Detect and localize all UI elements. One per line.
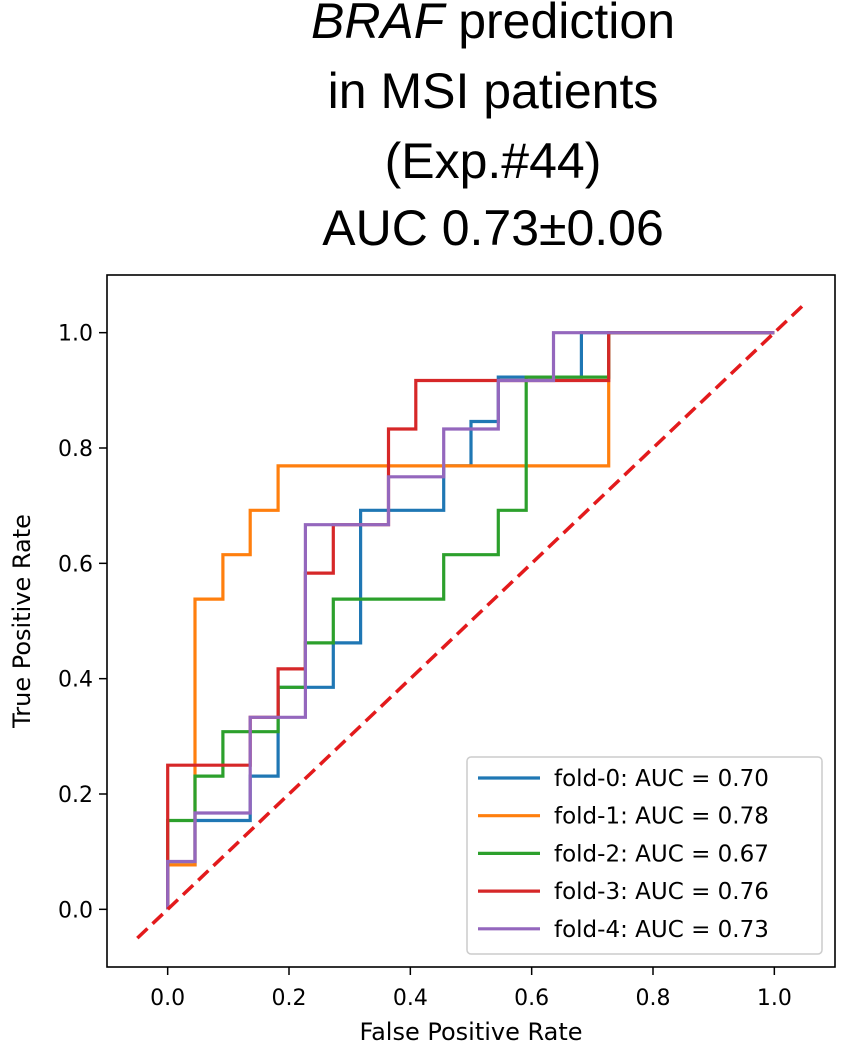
x-tick-label: 0.8 bbox=[636, 986, 671, 1011]
series-lines bbox=[166, 331, 775, 910]
title-text: (Exp.#44) bbox=[385, 133, 602, 189]
y-axis-label: True Positive Rate bbox=[8, 514, 36, 729]
x-axis-label: False Positive Rate bbox=[359, 1018, 582, 1046]
legend-label-fold-3: fold-3: AUC = 0.76 bbox=[554, 879, 769, 905]
x-tick-label: 0.4 bbox=[393, 986, 428, 1011]
x-tick-label: 0.0 bbox=[150, 986, 185, 1011]
y-tick-label: 0.8 bbox=[58, 437, 93, 462]
legend-label-fold-1: fold-1: AUC = 0.78 bbox=[554, 804, 769, 830]
legend-label-fold-2: fold-2: AUC = 0.67 bbox=[554, 841, 769, 867]
axes-frame bbox=[106, 274, 836, 968]
x-tick-label: 0.2 bbox=[272, 986, 307, 1011]
legend: fold-0: AUC = 0.70 fold-1: AUC = 0.78 fold… bbox=[466, 756, 823, 955]
title-text: prediction bbox=[444, 0, 675, 49]
title-line-2: in MSI patients bbox=[328, 63, 659, 119]
title-line-3: (Exp.#44) bbox=[385, 133, 602, 189]
reference-diagonal bbox=[136, 302, 806, 940]
y-tick-label: 0.0 bbox=[58, 898, 93, 923]
title-text: AUC 0.73±0.06 bbox=[322, 200, 664, 256]
x-tick-label: 0.6 bbox=[514, 986, 549, 1011]
series-line-fold-2 bbox=[166, 331, 775, 910]
y-tick-label: 1.0 bbox=[58, 322, 93, 347]
title-italic-gene: BRAF bbox=[311, 0, 447, 49]
legend-label-fold-0: fold-0: AUC = 0.70 bbox=[554, 766, 769, 792]
legend-label-fold-4: fold-4: AUC = 0.73 bbox=[554, 917, 769, 943]
x-axis-ticks: 0.0 0.2 0.4 0.6 0.8 1.0 bbox=[150, 967, 792, 1011]
title-line-4: AUC 0.73±0.06 bbox=[322, 200, 664, 256]
y-axis-ticks: 0.0 0.2 0.4 0.6 0.8 1.0 bbox=[58, 322, 107, 923]
y-tick-label: 0.2 bbox=[58, 783, 93, 808]
plot-area bbox=[136, 302, 806, 940]
title-line-1: BRAF prediction bbox=[311, 0, 675, 49]
legend-box bbox=[466, 756, 823, 955]
chart-title: BRAF prediction in MSI patients (Exp.#44) A… bbox=[311, 0, 675, 256]
series-line-fold-4 bbox=[166, 331, 775, 910]
series-line-fold-1 bbox=[166, 331, 775, 910]
x-tick-label: 1.0 bbox=[757, 986, 792, 1011]
y-tick-label: 0.6 bbox=[58, 552, 93, 577]
y-tick-label: 0.4 bbox=[58, 668, 93, 693]
title-text: in MSI patients bbox=[328, 63, 659, 119]
chance-line bbox=[136, 302, 806, 940]
